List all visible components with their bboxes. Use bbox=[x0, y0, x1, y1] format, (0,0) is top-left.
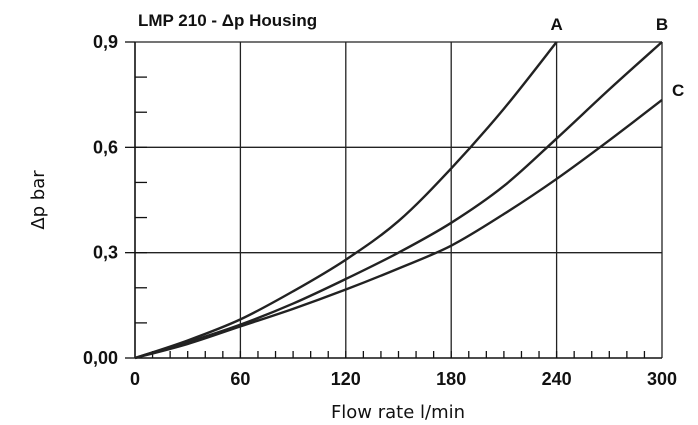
x-tick-label-120: 120 bbox=[331, 369, 361, 389]
x-tick-label-240: 240 bbox=[542, 369, 572, 389]
ticks bbox=[125, 41, 646, 359]
y-tick-label-0,6: 0,6 bbox=[93, 137, 118, 157]
series-A-line bbox=[134, 41, 558, 360]
series-C-label: C bbox=[672, 81, 684, 100]
series-C-line bbox=[134, 98, 663, 360]
y-axis-label: Δp bar bbox=[28, 170, 49, 230]
series-A-label: A bbox=[550, 15, 562, 34]
x-tick-label-0: 0 bbox=[130, 369, 140, 389]
grid bbox=[135, 41, 663, 358]
x-tick-label-300: 300 bbox=[647, 369, 677, 389]
y-tick-label-0,9: 0,9 bbox=[93, 32, 118, 52]
y-tick-label-0,3: 0,3 bbox=[93, 243, 118, 263]
y-tick-label-0,00: 0,00 bbox=[83, 348, 118, 368]
labels: 0 60 120 180 240 300 0,00 0,3 0,6 0,9 A B C bbox=[83, 15, 684, 389]
x-tick-label-60: 60 bbox=[230, 369, 250, 389]
x-tick-label-180: 180 bbox=[436, 369, 466, 389]
curves bbox=[134, 41, 663, 360]
series-B-label: B bbox=[656, 15, 668, 34]
series-B-line bbox=[134, 41, 663, 360]
x-axis-label: Flow rate l/min bbox=[331, 402, 465, 423]
axes bbox=[134, 42, 662, 359]
chart-title: LMP 210 - Δp Housing bbox=[138, 11, 317, 30]
